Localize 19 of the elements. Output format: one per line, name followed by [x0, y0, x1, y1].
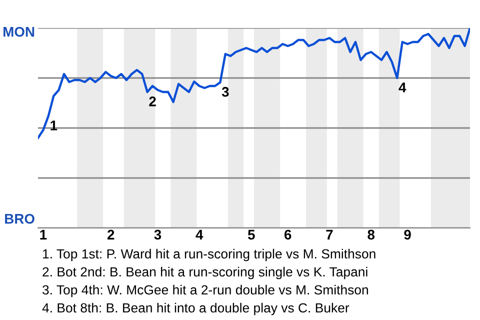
x-tick-label: 1 [40, 230, 47, 240]
x-tick-label: 6 [284, 230, 292, 240]
text: 2. Bot 2nd: B. Bean hit a run-scoring single vs K. Tapani [42, 266, 368, 280]
annotation: 4 [398, 82, 406, 92]
text: 3. Top 4th: W. McGee hit a 2-run double vs M. Smithson [42, 284, 368, 298]
x-tick-label: 8 [368, 230, 375, 240]
annotation: 3 [222, 86, 229, 97]
annotation: 2 [149, 96, 156, 106]
x-tick-label: 7 [326, 230, 333, 240]
x-tick-label: 2 [107, 230, 114, 240]
x-tick-label: 3 [154, 230, 162, 240]
x-tick-label: 4 [196, 230, 204, 240]
text: 1. Top 1st: P. Ward hit a run-scoring triple vs M. Smithson [43, 248, 376, 262]
x-tick-label: 5 [248, 230, 255, 240]
text: 4. Bot 8th: B. Bean hit into a double play vs C. Buker [42, 302, 350, 316]
text: BRO [5, 214, 34, 224]
x-tick-label: 9 [404, 230, 411, 240]
annotation: 1 [50, 120, 58, 130]
text: MON [4, 26, 34, 37]
